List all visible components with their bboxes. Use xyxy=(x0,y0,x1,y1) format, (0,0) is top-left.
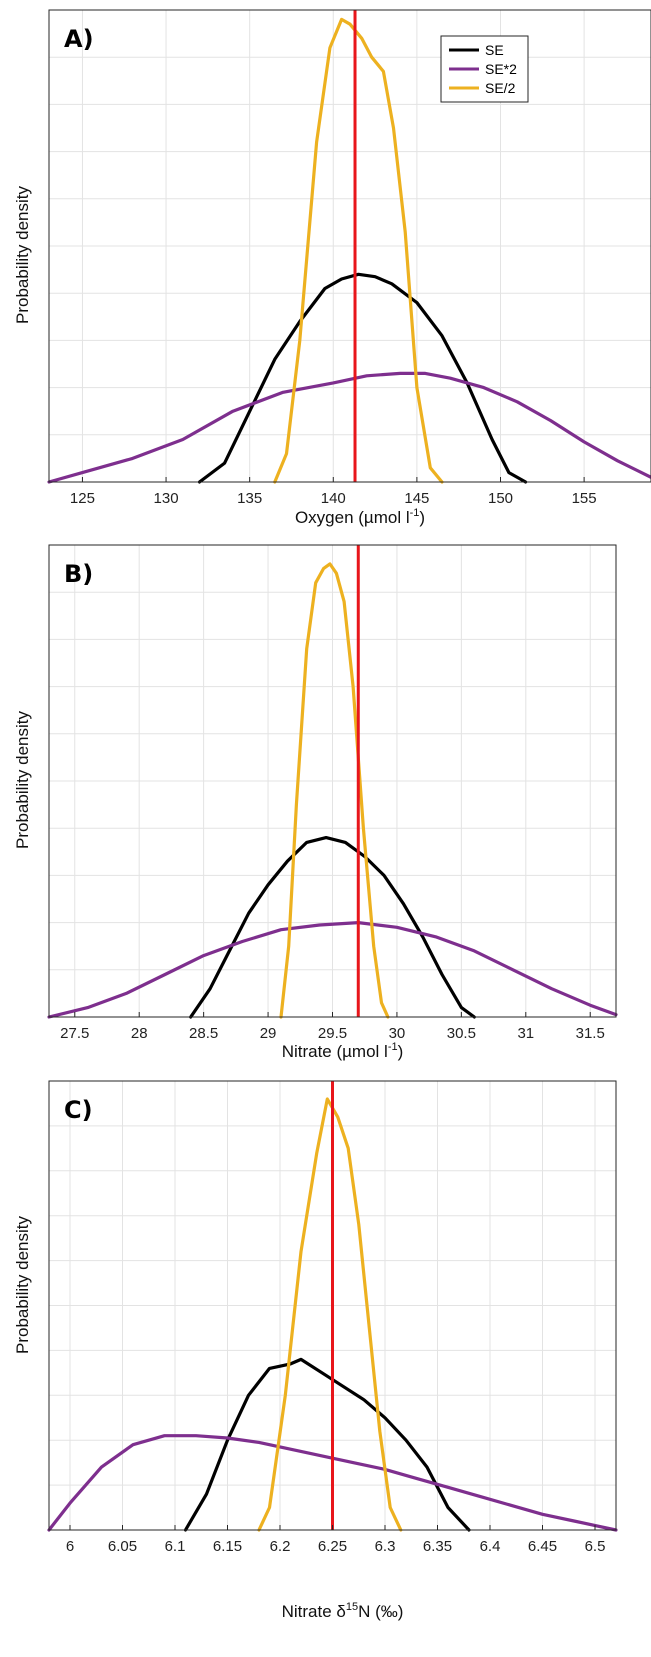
x-axis-label: Oxygen (µmol l-1) xyxy=(295,507,425,527)
panel-b: 27.5 28 28.5 29 29.5 30 30.5 31 31.5 Nitrate (µmo… xyxy=(13,544,618,1061)
x-axis-label-sup: 15 xyxy=(346,1601,358,1613)
x-axis-label-main: Nitrate δ xyxy=(282,1602,346,1621)
series-line-se-2 xyxy=(47,371,651,484)
x-tick-label: 130 xyxy=(154,490,179,507)
x-tick-label: 135 xyxy=(237,490,262,507)
x-tick-label: 6.05 xyxy=(108,1538,137,1555)
y-axis-label: Probability density xyxy=(13,711,32,849)
series-line-se-2 xyxy=(257,1097,403,1532)
series-line-se-2 xyxy=(279,562,390,1019)
series-line-se xyxy=(197,272,528,484)
x-tick-label: 6.45 xyxy=(528,1538,557,1555)
x-axis-label-main: Nitrate (µmol l xyxy=(282,1042,388,1061)
x-tick-label: 6.5 xyxy=(585,1538,606,1555)
y-axis-label: Probability density xyxy=(13,186,32,324)
x-tick-label: 30 xyxy=(389,1025,406,1042)
x-axis-label-suffix: N (‰) xyxy=(358,1602,403,1621)
x-tick-label: 30.5 xyxy=(447,1025,476,1042)
series-line-se xyxy=(183,1357,471,1532)
legend-entry-label: SE/2 xyxy=(485,80,516,96)
x-tick-label: 31.5 xyxy=(576,1025,605,1042)
panel-label: C) xyxy=(64,1096,93,1124)
series-line-se xyxy=(189,836,476,1019)
y-axis-label: Probability density xyxy=(13,1216,32,1354)
panel-label: A) xyxy=(64,25,94,53)
x-axis-label-main: Oxygen (µmol l xyxy=(295,508,410,527)
x-axis-label-suffix: ) xyxy=(419,508,425,527)
x-tick-label: 155 xyxy=(572,490,597,507)
x-tick-label: 140 xyxy=(321,490,346,507)
x-tick-label: 31 xyxy=(517,1025,534,1042)
x-tick-label: 6.15 xyxy=(213,1538,242,1555)
x-axis-label-sup: -1 xyxy=(388,1041,398,1053)
x-tick-label: 125 xyxy=(70,490,95,507)
panel-c: 6 6.05 6.1 6.15 6.2 6.25 6.3 6.35 6.4 6.45 6.5 Nitr… xyxy=(13,1080,618,1621)
plot-frame xyxy=(48,9,651,483)
x-tick-label: 145 xyxy=(404,490,429,507)
x-axis-label: Nitrate δ15N (‰) xyxy=(282,1601,404,1621)
series-line-se-2 xyxy=(273,17,444,484)
x-tick-label: 6.35 xyxy=(423,1538,452,1555)
x-axis-label-sup: -1 xyxy=(410,507,420,519)
x-axis-label-suffix: ) xyxy=(398,1042,404,1061)
x-tick-label: 6.2 xyxy=(270,1538,291,1555)
x-tick-label: 6.4 xyxy=(480,1538,501,1555)
legend-entry-label: SE xyxy=(485,42,504,58)
panel-label: B) xyxy=(64,560,93,588)
x-tick-label: 6 xyxy=(66,1538,74,1555)
x-tick-label: 6.1 xyxy=(165,1538,186,1555)
x-tick-label: 27.5 xyxy=(60,1025,89,1042)
panel-a: 125 130 135 140 145 150 155 Oxygen (µmol l-1) Pr… xyxy=(13,9,651,527)
x-axis-label: Nitrate (µmol l-1) xyxy=(282,1041,404,1061)
x-tick-label: 150 xyxy=(488,490,513,507)
x-tick-label: 29 xyxy=(260,1025,277,1042)
x-tick-label: 29.5 xyxy=(318,1025,347,1042)
series-line-se-2 xyxy=(47,921,618,1019)
x-tick-label: 28 xyxy=(131,1025,148,1042)
series-line-se-2 xyxy=(47,1434,618,1532)
legend-entry-label: SE*2 xyxy=(485,61,517,77)
x-tick-label: 28.5 xyxy=(189,1025,218,1042)
x-tick-label: 6.3 xyxy=(375,1538,396,1555)
x-tick-label: 6.25 xyxy=(318,1538,347,1555)
